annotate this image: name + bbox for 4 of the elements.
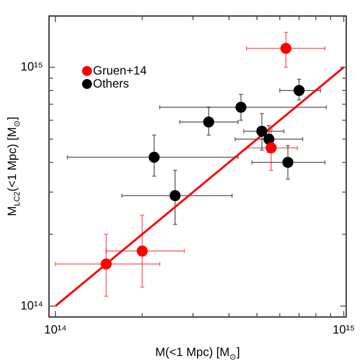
legend-label: Others [93,76,130,90]
x-axis-title: M(<1 Mpc) [M⊙] [155,345,240,362]
y-axis-title: MLC2(<1 Mpc) [M⊙] [5,116,22,216]
legend-label: Gruen+14 [93,63,148,78]
